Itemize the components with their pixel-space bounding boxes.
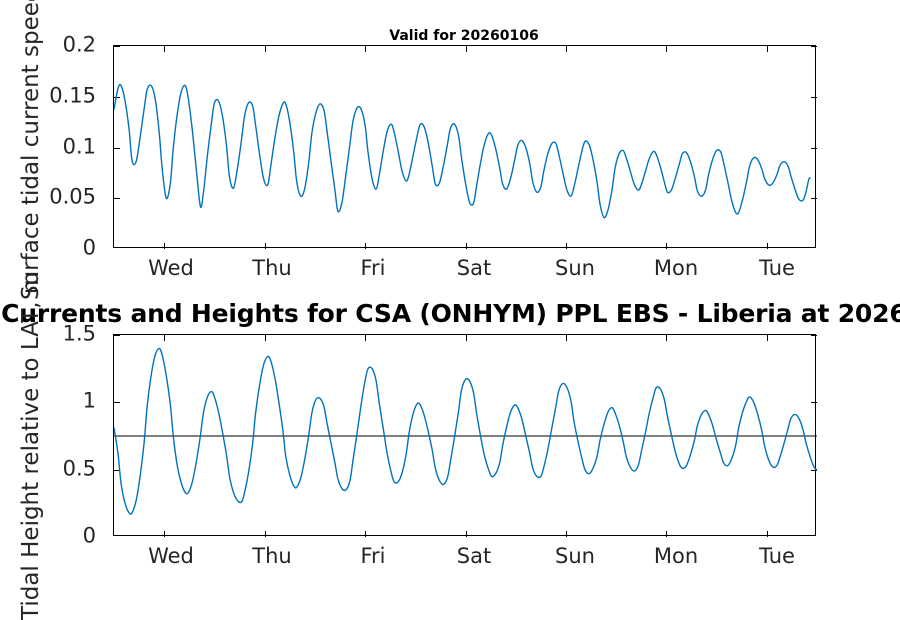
xtick-bottom-wed: Wed [148,544,194,568]
data-series-line-0 [114,83,811,219]
xtick-bottom-sat: Sat [456,544,492,568]
ytick-bottom-0: 0 [82,523,96,548]
axes-bottom-ylabel: Tidal Height relative to LAT, m [18,271,44,620]
xtick-top-wed: Wed [148,256,194,280]
xtick-top-fri: Fri [360,256,386,280]
axes-tidal-height [113,334,817,537]
xtick-bottom-fri: Fri [360,544,386,568]
axes-surface-current-speed [113,45,817,249]
figure-title: Tidal Currents and Heights for CSA (ONHY… [0,299,900,328]
ytick-top-4: 0.2 [62,32,96,57]
ytick-top-3: 0.15 [49,83,96,108]
axes-top-ylabel: Surface tidal current speed, kn [18,0,44,300]
plot-area-bottom [114,335,817,537]
data-series-line-0 [114,347,817,515]
ytick-bottom-2: 1 [82,388,96,413]
xtick-bottom-thu: Thu [252,544,292,568]
ytick-bottom-3: 1.5 [62,321,96,346]
ytick-bottom-1: 0.5 [62,456,96,481]
axes-top-title: Valid for 20260106 [389,28,539,44]
xtick-top-sun: Sun [555,256,595,280]
ytick-top-1: 0.05 [49,184,96,209]
xtick-bottom-mon: Mon [653,544,699,568]
ytick-top-0: 0 [82,235,96,260]
plot-area-top [114,46,817,249]
xtick-top-sat: Sat [456,256,492,280]
xtick-bottom-sun: Sun [555,544,595,568]
ytick-top-2: 0.1 [62,134,96,158]
xtick-top-mon: Mon [653,256,699,280]
xtick-bottom-tue: Tue [759,544,795,568]
xtick-top-tue: Tue [759,256,795,280]
xtick-top-thu: Thu [252,256,292,280]
